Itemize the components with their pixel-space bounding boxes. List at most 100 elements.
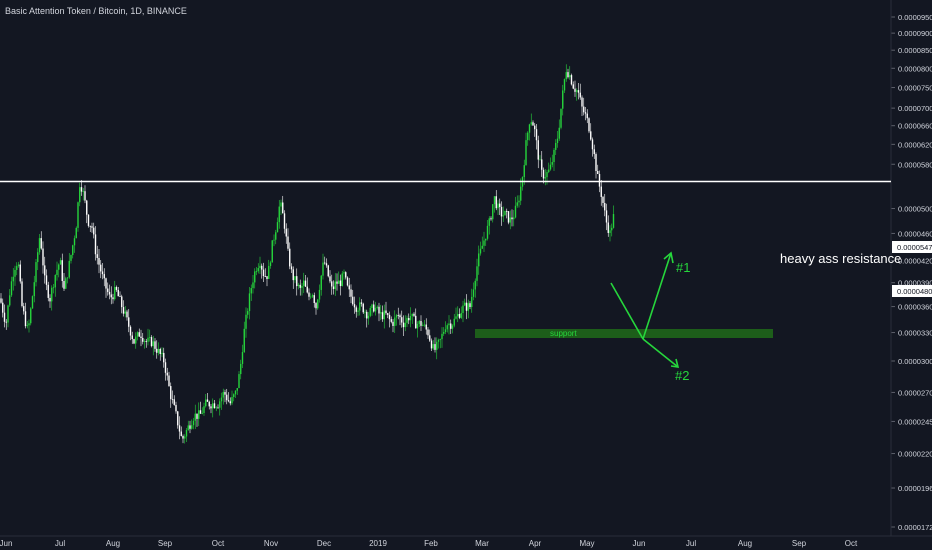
- candle-body: [413, 313, 415, 316]
- candle-body: [178, 425, 181, 432]
- candle-body: [254, 271, 256, 283]
- candle-body: [516, 202, 518, 206]
- candle-body: [180, 431, 182, 436]
- candle-body: [86, 200, 88, 215]
- candle-body: [572, 84, 574, 89]
- candle-body: [7, 305, 9, 323]
- candle-body: [490, 218, 492, 220]
- candle-body: [499, 203, 501, 207]
- candle-body: [569, 75, 571, 78]
- candle-body: [280, 202, 282, 207]
- candle-body: [119, 296, 121, 298]
- candle-body: [581, 97, 583, 107]
- candle-body: [121, 296, 123, 308]
- candle-body: [532, 122, 534, 126]
- candle-body: [406, 318, 408, 323]
- candle-body: [327, 265, 329, 277]
- candle-body: [138, 332, 140, 337]
- candle-body: [220, 397, 223, 402]
- candle-body: [350, 289, 352, 297]
- time-axis[interactable]: Jun Jul Aug Sep Oct Nov Dec 2019 Feb Mar Apr May Jun…: [0, 539, 858, 548]
- candle-body: [488, 218, 490, 226]
- candle-body: [212, 403, 214, 409]
- candle-body: [101, 271, 104, 275]
- candle-body: [296, 276, 298, 287]
- candle-body: [205, 399, 207, 407]
- candle-body: [73, 238, 76, 246]
- time-tick-label: Jul: [686, 539, 696, 548]
- candle-body: [159, 349, 161, 354]
- candle-body: [282, 202, 284, 214]
- candle-body: [336, 281, 338, 284]
- candle-body: [215, 407, 217, 409]
- candle-body: [3, 312, 6, 322]
- time-tick-label: Oct: [845, 539, 858, 548]
- candle-body: [135, 336, 137, 344]
- candle-body: [61, 260, 63, 282]
- candle-body: [416, 323, 419, 329]
- candle-body: [26, 325, 28, 327]
- candle-body: [226, 394, 228, 401]
- candle-body: [325, 263, 328, 266]
- candle-body: [241, 352, 244, 364]
- candle-series: [0, 64, 615, 444]
- candle-body: [268, 265, 270, 279]
- candle-body: [140, 336, 142, 338]
- candle-body: [147, 337, 149, 342]
- candle-body: [436, 341, 438, 350]
- time-tick-label: Sep: [158, 539, 173, 548]
- candle-body: [611, 227, 613, 231]
- candle-body: [12, 276, 14, 282]
- candle-body: [264, 276, 266, 277]
- candle-body: [355, 307, 357, 312]
- candle-body: [418, 320, 420, 324]
- candle-body: [399, 315, 401, 318]
- candle-body: [63, 281, 65, 289]
- candle-body: [530, 122, 532, 125]
- candle-body: [275, 232, 277, 240]
- time-tick-label: Sep: [792, 539, 807, 548]
- candle-body: [143, 341, 146, 342]
- candle-body: [544, 177, 546, 179]
- candle-body: [304, 280, 307, 287]
- candle-body: [75, 227, 77, 239]
- candle-body: [166, 372, 168, 376]
- candle-body: [506, 210, 508, 212]
- arrow-down-path: [610, 282, 644, 340]
- candle-body: [308, 292, 310, 297]
- candle-body: [324, 262, 326, 264]
- candle-body: [217, 407, 219, 409]
- candle-body: [243, 328, 245, 353]
- candle-body: [285, 228, 287, 237]
- candle-body: [87, 214, 90, 226]
- candle-body: [577, 90, 580, 93]
- candle-body: [448, 323, 450, 326]
- candle-body: [191, 425, 193, 429]
- time-tick-label: Apr: [529, 539, 542, 548]
- candle-body: [446, 325, 448, 330]
- candle-body: [364, 311, 366, 313]
- candle-body: [156, 348, 158, 353]
- candle-body: [227, 400, 230, 402]
- candle-body: [163, 352, 165, 363]
- candle-body: [177, 411, 179, 426]
- candle-body: [257, 268, 259, 272]
- time-tick-label: May: [579, 539, 594, 548]
- candle-body: [157, 349, 160, 353]
- candle-body: [294, 276, 296, 281]
- candle-body: [131, 335, 133, 340]
- candle-body: [346, 277, 349, 286]
- candle-body: [507, 211, 510, 223]
- candle-body: [14, 269, 16, 277]
- candle-body: [208, 401, 210, 407]
- candle-body: [458, 314, 461, 318]
- candle-body: [457, 314, 459, 317]
- candle-body: [593, 149, 595, 155]
- candle-body: [317, 299, 319, 309]
